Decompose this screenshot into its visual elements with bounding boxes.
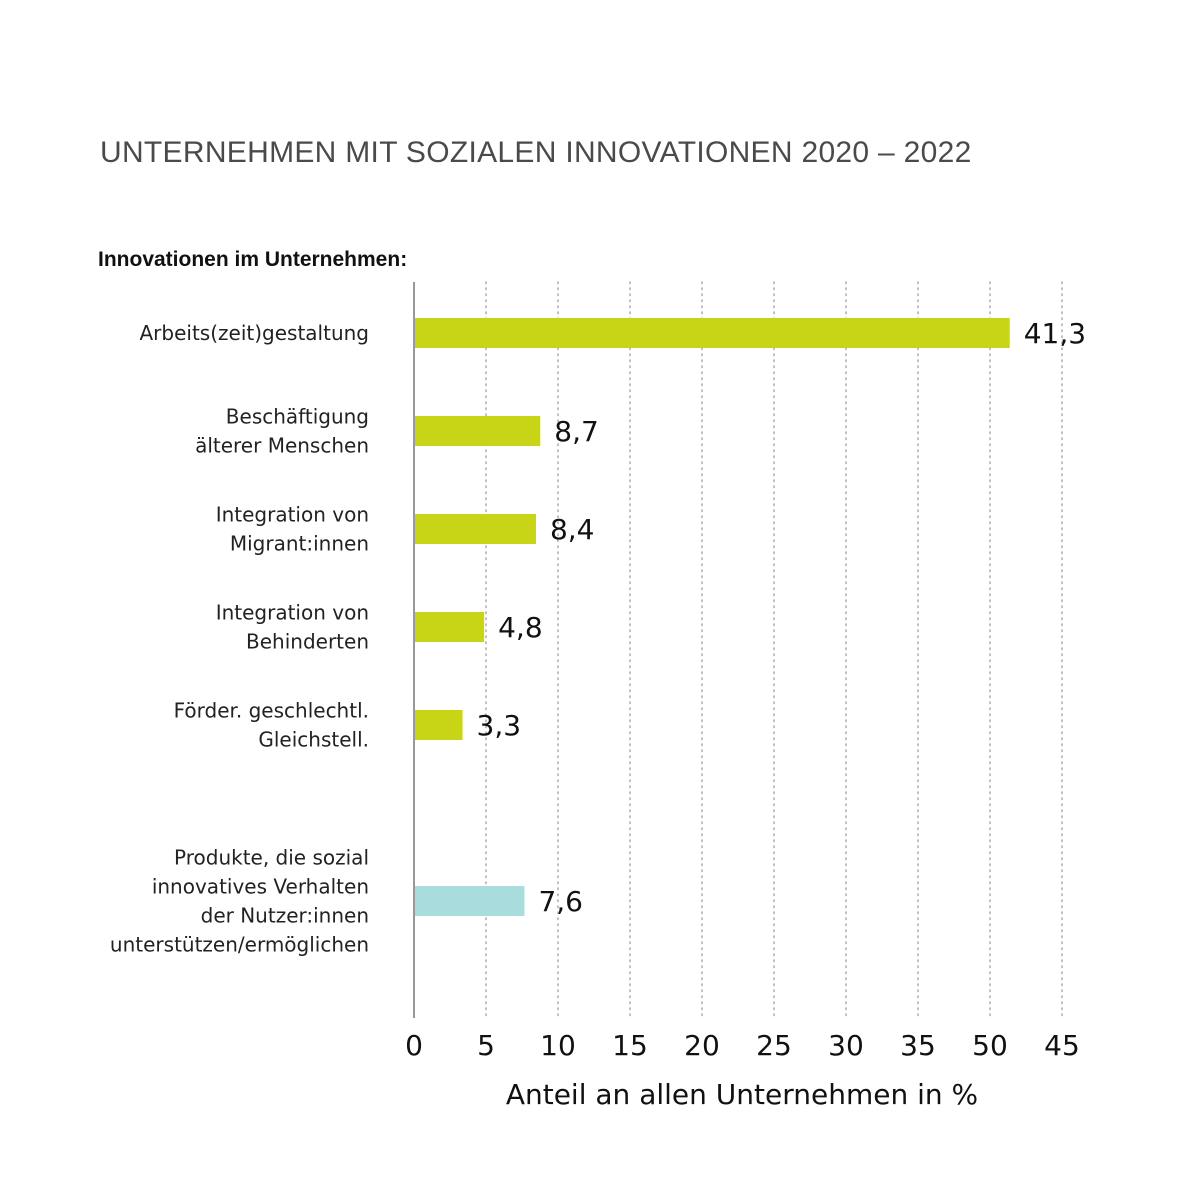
x-tick-label: 35 [900,1029,936,1062]
chart-title: UNTERNEHMEN MIT SOZIALEN INNOVATIONEN 20… [100,136,972,169]
x-tick-label: 25 [756,1029,792,1062]
bar [415,612,485,642]
category-label: Beschäftigung [226,405,369,429]
chart-subtitle: Innovationen im Unternehmen: [98,248,408,271]
bar-value-label: 41,3 [1024,317,1086,350]
x-tick-label: 15 [612,1029,648,1062]
x-tick-label: 5 [477,1029,495,1062]
category-label: Migrant:innen [230,532,369,556]
x-tick-label: 10 [540,1029,576,1062]
x-axis-label: Anteil an allen Unternehmen in % [506,1078,978,1111]
bar [415,416,541,446]
category-label: unterstützen/ermöglichen [110,933,369,957]
category-label: Behinderten [246,630,369,654]
bar-value-label: 4,8 [498,611,543,644]
category-label: älterer Menschen [195,434,369,458]
bar [415,514,536,544]
bar-value-label: 8,4 [550,513,595,546]
bar-value-label: 7,6 [538,885,583,918]
x-tick-label: 20 [684,1029,720,1062]
bar [415,886,525,916]
bar-value-label: 8,7 [554,415,599,448]
category-label: Integration von [216,601,369,625]
category-label: der Nutzer:innen [201,904,369,928]
category-label: Förder. geschlechtl. [174,699,369,723]
category-label: Arbeits(zeit)gestaltung [140,321,370,345]
category-label: Produkte, die sozial [174,846,369,870]
bar [415,318,1010,348]
category-label: Integration von [216,503,369,527]
bar [415,710,463,740]
x-tick-label: 0 [405,1029,423,1062]
x-tick-label: 45 [1044,1029,1080,1062]
x-tick-label: 50 [972,1029,1008,1062]
x-tick-label: 30 [828,1029,864,1062]
category-label: Gleichstell. [258,728,369,752]
bar-value-label: 3,3 [477,709,522,742]
category-label: innovatives Verhalten [152,875,369,899]
